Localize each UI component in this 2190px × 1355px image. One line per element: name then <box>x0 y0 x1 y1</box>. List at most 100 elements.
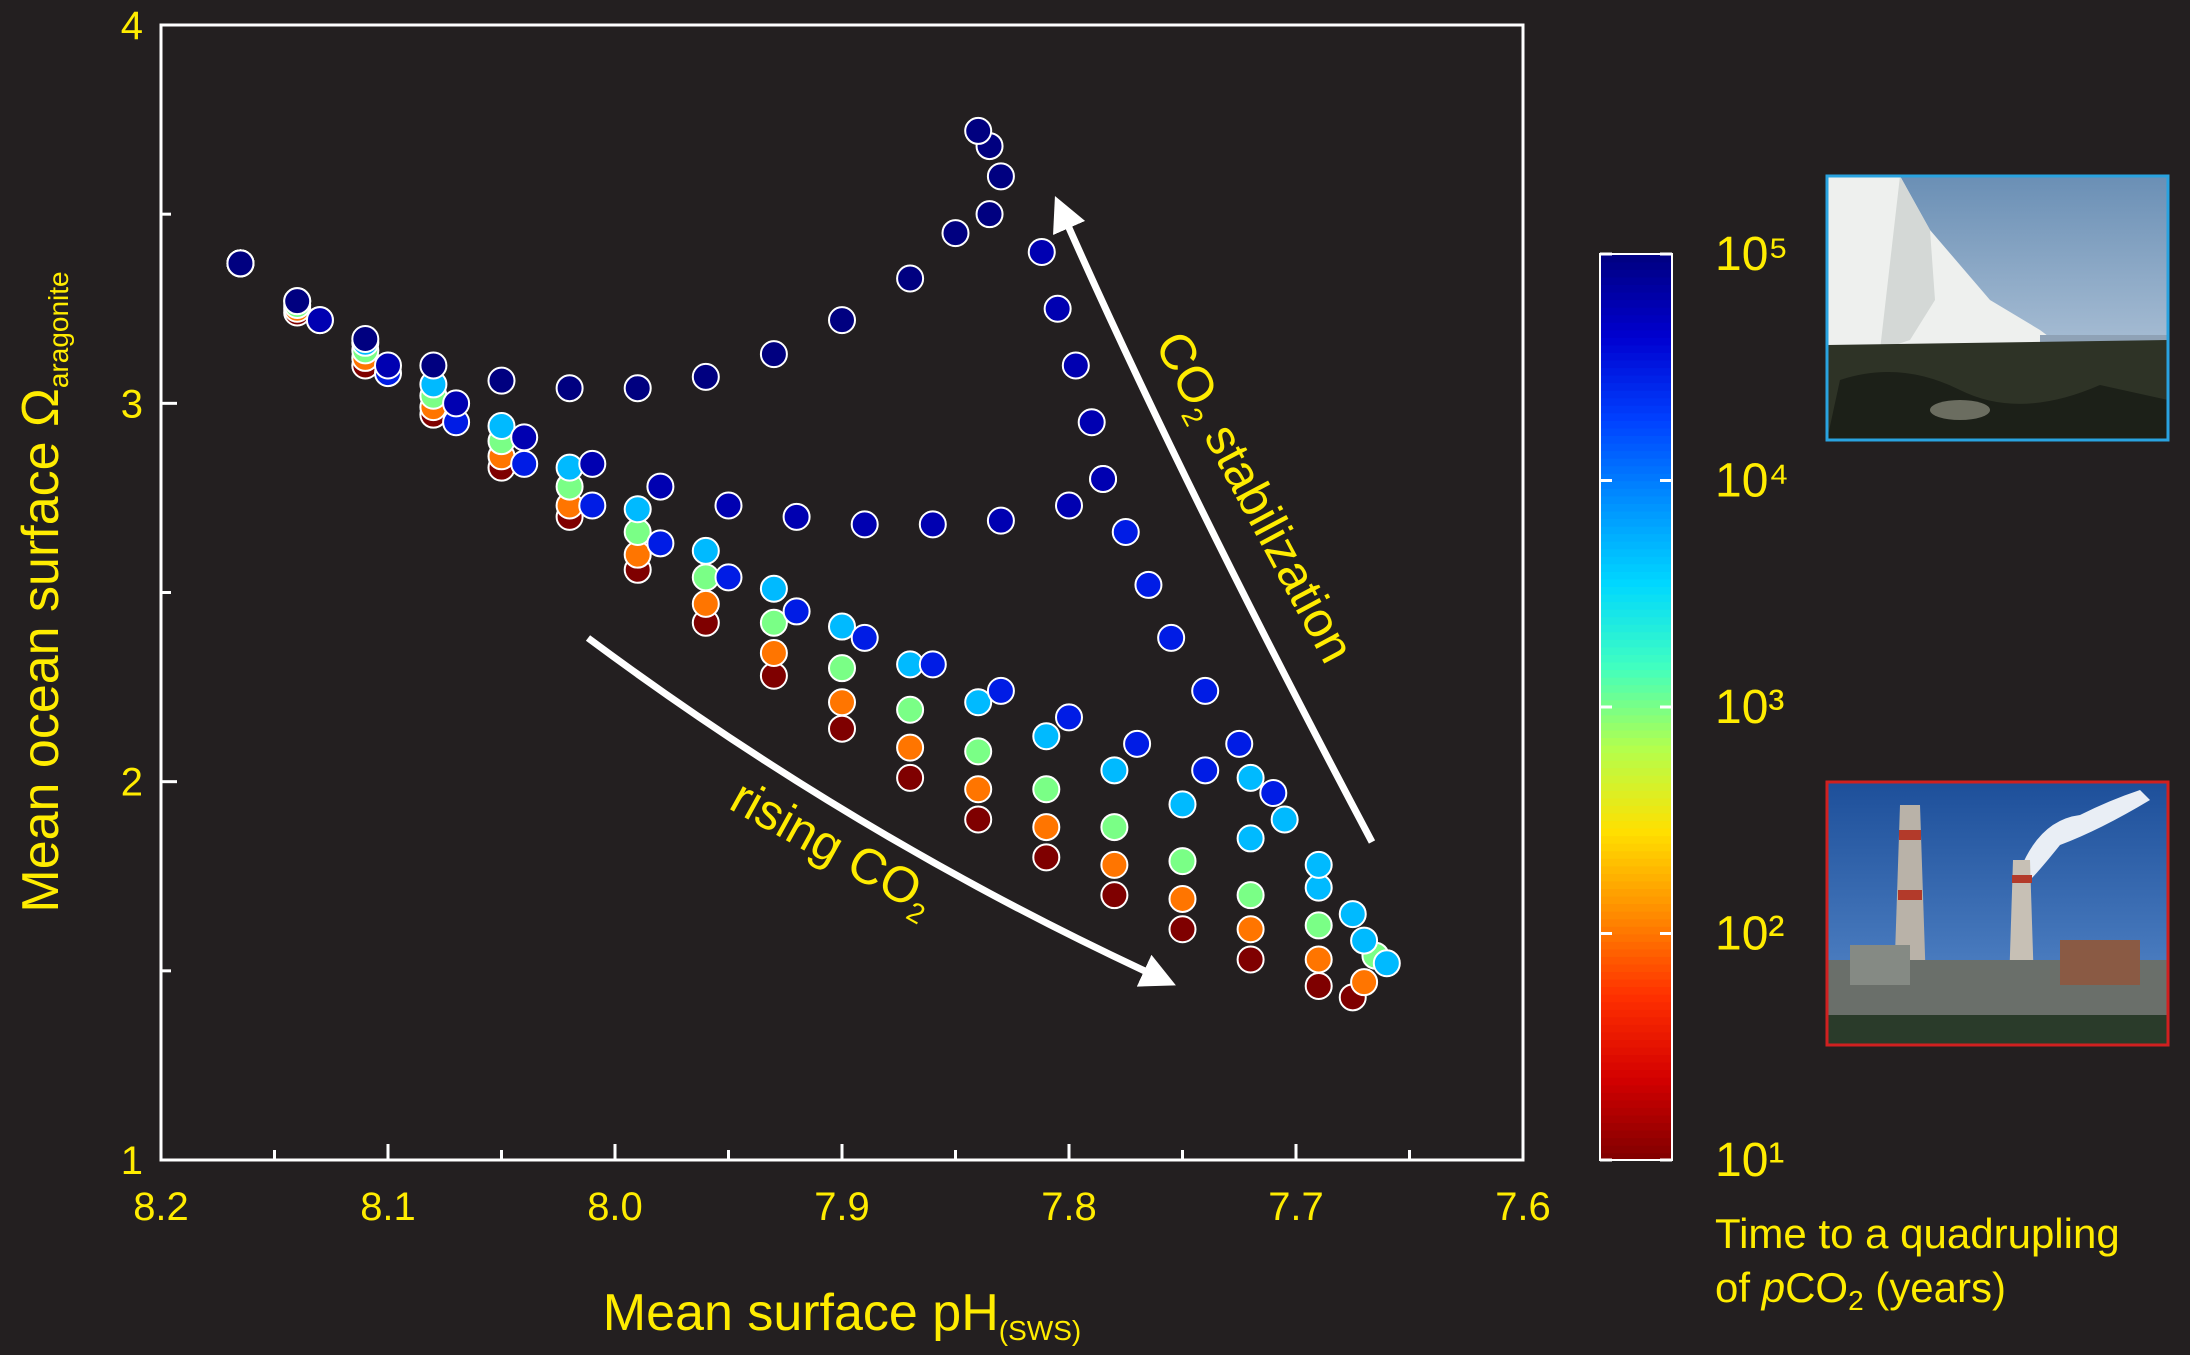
data-point <box>442 389 471 418</box>
colorbar-step <box>1600 956 1672 965</box>
colorbar-step <box>1600 971 1672 980</box>
data-point <box>1191 756 1220 785</box>
x-tick-label: 7.7 <box>1268 1185 1324 1229</box>
colorbar-step <box>1600 457 1672 467</box>
data-point <box>1134 570 1163 599</box>
colorbar-step <box>1600 420 1672 429</box>
data-point <box>896 763 925 792</box>
colorbar-step <box>1600 518 1672 527</box>
colorbar-step <box>1600 556 1672 565</box>
data-point <box>226 249 255 278</box>
colorbar-step <box>1600 616 1672 625</box>
data-point <box>759 608 788 637</box>
colorbar-step <box>1600 382 1672 391</box>
colorbar-step <box>1600 1069 1672 1078</box>
rising-arrow <box>585 635 1176 987</box>
colorbar-step <box>1600 525 1672 535</box>
colorbar-step <box>1600 729 1672 738</box>
colorbar-step <box>1600 601 1672 610</box>
data-point <box>1111 517 1140 546</box>
colorbar-step <box>1600 397 1672 406</box>
colorbar-step <box>1600 910 1672 920</box>
data-point <box>1372 949 1401 978</box>
colorbar-step <box>1600 450 1672 459</box>
data-point <box>759 574 788 603</box>
x-title-main: Mean surface pH <box>603 1284 999 1342</box>
data-point <box>1032 722 1061 751</box>
stabilization-annotation: CO2 stabilization <box>1140 322 1366 674</box>
data-point <box>1168 884 1197 913</box>
data-point <box>896 695 925 724</box>
colorbar-step <box>1600 435 1672 444</box>
data-point <box>578 449 607 478</box>
colorbar-step <box>1600 276 1672 285</box>
colorbar-step <box>1600 737 1672 746</box>
x-tick-label: 7.9 <box>814 1185 870 1229</box>
colorbar-step <box>1600 488 1672 497</box>
colorbar-step <box>1600 707 1672 716</box>
colorbar-step <box>1600 699 1672 708</box>
colorbar-step <box>1600 1001 1672 1010</box>
colorbar-step <box>1600 661 1672 671</box>
data-point <box>850 510 879 539</box>
data-point <box>1350 968 1379 997</box>
colorbar-step <box>1600 790 1672 799</box>
colorbar-step <box>1600 744 1672 754</box>
data-point <box>828 688 856 717</box>
colorbar-step <box>1600 646 1672 655</box>
colorbar-step <box>1600 759 1672 769</box>
data-point <box>419 351 448 380</box>
colorbar-step <box>1600 842 1672 852</box>
colorbar-step <box>1600 918 1672 927</box>
colorbar-step <box>1600 820 1672 829</box>
data-point <box>896 264 925 293</box>
y-title-sub: aragonite <box>43 271 74 388</box>
colorbar-step <box>1600 722 1672 731</box>
colorbar-step <box>1600 623 1672 633</box>
data-point <box>850 623 879 652</box>
colorbar-step <box>1600 465 1672 474</box>
y-axis-title: Mean ocean surface Ωaragonite <box>12 271 74 912</box>
data-point <box>1304 850 1333 879</box>
cb-p: p <box>1760 1264 1785 1311</box>
data-point <box>1236 824 1265 853</box>
y-tick-label: 1 <box>121 1139 143 1183</box>
data-point <box>1270 805 1299 834</box>
colorbar-step <box>1600 1122 1672 1131</box>
colorbar-step <box>1600 1009 1672 1018</box>
x-tick-label: 8.1 <box>360 1185 416 1229</box>
data-point <box>1100 756 1129 785</box>
colorbar-step <box>1600 269 1672 278</box>
colorbar-step <box>1600 1152 1672 1161</box>
data-point <box>555 374 584 403</box>
data-point <box>964 775 993 804</box>
colorbar-step <box>1600 367 1672 376</box>
colorbar-step <box>1600 1061 1672 1071</box>
colorbar-step <box>1600 805 1672 814</box>
data-point <box>759 340 788 369</box>
colorbar-step <box>1600 1144 1672 1154</box>
colorbar-step <box>1600 472 1672 482</box>
y-tick-label: 4 <box>121 4 143 48</box>
colorbar-tick-label: 10² <box>1715 908 1784 961</box>
data-point <box>714 491 743 520</box>
colorbar-step <box>1600 752 1672 761</box>
data-point <box>1304 971 1333 1000</box>
colorbar-step <box>1600 533 1672 542</box>
cliff-photo <box>1825 174 2170 442</box>
data-point <box>1100 813 1129 842</box>
colorbar-step <box>1600 639 1672 648</box>
data-point <box>1100 850 1129 879</box>
colorbar-tick-label: 10⁴ <box>1715 455 1789 508</box>
colorbar-step <box>1600 986 1672 995</box>
cb-co: CO <box>1785 1264 1848 1311</box>
data-point <box>1077 408 1106 437</box>
data-point <box>374 351 402 380</box>
colorbar-step <box>1600 669 1672 678</box>
cb-rest: (years) <box>1864 1264 2006 1311</box>
data-point <box>1236 881 1265 910</box>
colorbar-step <box>1600 948 1672 957</box>
data-point <box>1032 813 1061 842</box>
y-tick-label: 3 <box>121 382 143 426</box>
colorbar-step <box>1600 654 1672 663</box>
